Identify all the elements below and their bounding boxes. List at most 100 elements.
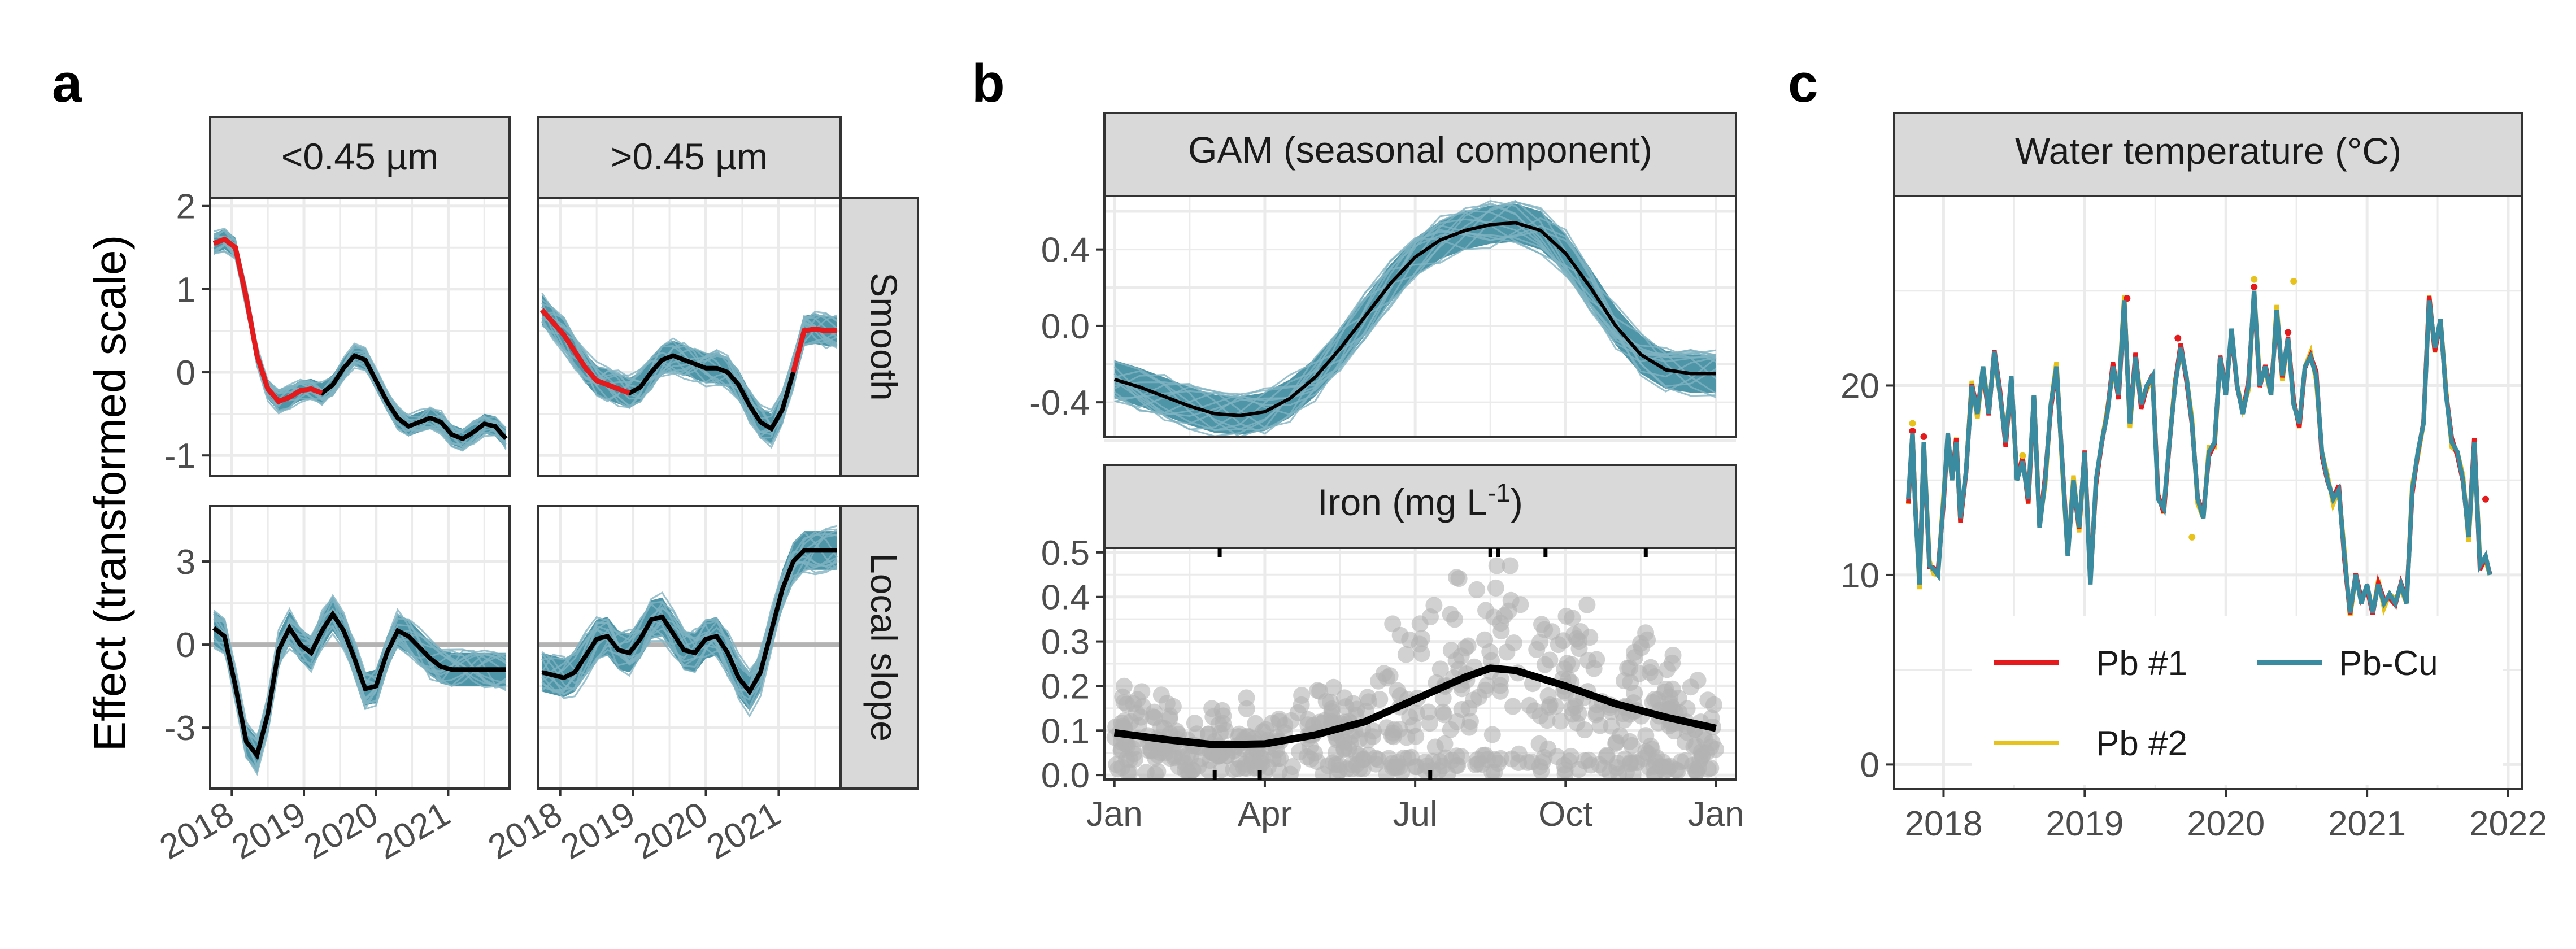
iron-observation-point [1477, 681, 1494, 699]
iron-observation-point [1626, 643, 1643, 661]
iron-observation-point [1483, 726, 1501, 743]
iron-observation-point [1351, 760, 1368, 777]
iron-observation-point [1384, 615, 1402, 633]
iron-observation-point [1488, 557, 1505, 574]
iron-observation-point [1203, 700, 1221, 717]
b-top-posterior-draw [1113, 217, 1717, 416]
panel-a-y-axis-title: Effect (transformed scale) [85, 235, 135, 751]
iron-observation-point [1420, 703, 1437, 721]
y-tick-label: 0.4 [1041, 578, 1090, 617]
b-top-border [1103, 195, 1737, 438]
mean-curve [541, 548, 837, 696]
iron-observation-point [1424, 761, 1441, 779]
iron-observation-point [1496, 607, 1513, 624]
y-tick-label: 2 [176, 188, 195, 227]
iron-observation-point [1570, 704, 1587, 722]
iron-observation-point [1534, 754, 1551, 771]
x-tick-label: 2021 [369, 794, 456, 867]
iron-observation-point [1548, 748, 1566, 765]
series-pb1-peak [2251, 284, 2258, 291]
iron-observation-point [1492, 750, 1509, 767]
iron-observation-point [1491, 677, 1509, 694]
iron-observation-point [1121, 764, 1138, 780]
iron-observation-point [1328, 731, 1346, 748]
facet-4-posterior-draw [541, 558, 838, 692]
facet-1-band [214, 229, 506, 449]
iron-observation-point [1229, 760, 1247, 777]
iron-observation-point [1591, 717, 1609, 734]
iron-observation-point [1519, 754, 1537, 771]
iron-observation-point [1152, 686, 1170, 704]
iron-observation-point [1528, 641, 1546, 658]
series-pb1-peak [2124, 295, 2131, 302]
series-pb1-peak [1920, 433, 1927, 441]
iron-observation-point [1193, 750, 1210, 767]
iron-observation-point [1413, 645, 1430, 663]
x-tick-label: 2019 [555, 794, 642, 867]
panel-a-facet-3 [209, 505, 511, 790]
b-top-posterior-draw [1114, 202, 1717, 437]
series-pb2-peak [2290, 277, 2297, 285]
y-tick-label: 0.5 [1041, 534, 1090, 573]
iron-observation-point [1570, 640, 1588, 658]
iron-observation-point [1426, 738, 1444, 756]
iron-observation-point [1699, 691, 1717, 709]
strip-col-2 [537, 116, 842, 199]
panel-b: GAM (seasonal component) Iron (mg L-1) -… [1029, 112, 1744, 834]
iron-observation-point [1431, 660, 1449, 678]
facet-2-background [538, 198, 841, 476]
panel-a-facet-1 [209, 197, 511, 477]
strip-row-1-label: Smooth [863, 272, 905, 401]
iron-observation-point [1315, 765, 1332, 780]
iron-observation-point [1360, 746, 1377, 764]
y-tick-label: 0.3 [1041, 623, 1090, 662]
facet-4-posterior-draw [541, 529, 838, 684]
x-tick-label: 2020 [628, 794, 715, 867]
facet-2-border [537, 197, 842, 477]
x-tick-label: Oct [1538, 795, 1592, 834]
iron-observation-point [1616, 672, 1633, 690]
iron-observation-point [1547, 698, 1564, 715]
iron-observation-point [1293, 696, 1310, 713]
iron-observation-point [1146, 709, 1164, 726]
iron-observation-point [1682, 678, 1699, 696]
iron-observation-point [1659, 661, 1676, 678]
x-tick-label: 2021 [2328, 804, 2406, 843]
x-tick-label: Jan [1688, 795, 1744, 834]
facet-3-border [209, 505, 511, 790]
y-tick-label: 3 [176, 543, 195, 582]
x-tick-label: Jul [1393, 795, 1437, 834]
strip-row-1 [839, 197, 919, 477]
b-top-band [1114, 203, 1716, 435]
iron-observation-point [1327, 744, 1344, 761]
y-tick-label: 0 [1860, 746, 1879, 785]
significant-segment [790, 326, 837, 373]
strip-c-label: Water temperature (°C) [2015, 130, 2401, 172]
y-tick-label: 0 [176, 626, 195, 665]
legend-label-pbcu: Pb-Cu [2339, 644, 2438, 683]
iron-observation-point [1448, 713, 1465, 730]
x-tick-label: 2018 [1904, 804, 1982, 843]
x-tick-label: 2022 [2469, 804, 2547, 843]
y-tick-label: 0.1 [1041, 712, 1090, 751]
panel-b-bottom: 0.0 0.1 0.2 0.3 0.4 0.5 Jan Apr Jul Oct Jan [1041, 534, 1744, 834]
legend-label-pb1: Pb #1 [2096, 644, 2187, 683]
iron-title-end: ) [1511, 481, 1523, 523]
iron-observation-point [1621, 733, 1638, 750]
iron-observation-point [1483, 764, 1501, 780]
y-tick-label: -3 [164, 709, 195, 748]
facet-2-posterior-draw [541, 316, 838, 411]
iron-observation-point [1526, 702, 1543, 720]
b-bottom-border [1103, 547, 1737, 781]
iron-observation-point [1557, 607, 1575, 625]
iron-observation-point [1317, 693, 1335, 710]
panel-a: Effect (transformed scale) <0.45 µm >0.4… [85, 116, 919, 867]
iron-observation-point [1664, 646, 1682, 664]
strip-b-bottom [1103, 464, 1737, 549]
strip-b-top-label: GAM (seasonal component) [1188, 129, 1652, 171]
b-top-posterior-draw [1114, 199, 1717, 435]
series-pb1-peak [2285, 329, 2292, 336]
iron-observation-point [1625, 754, 1643, 771]
iron-observation-point [1298, 748, 1316, 765]
